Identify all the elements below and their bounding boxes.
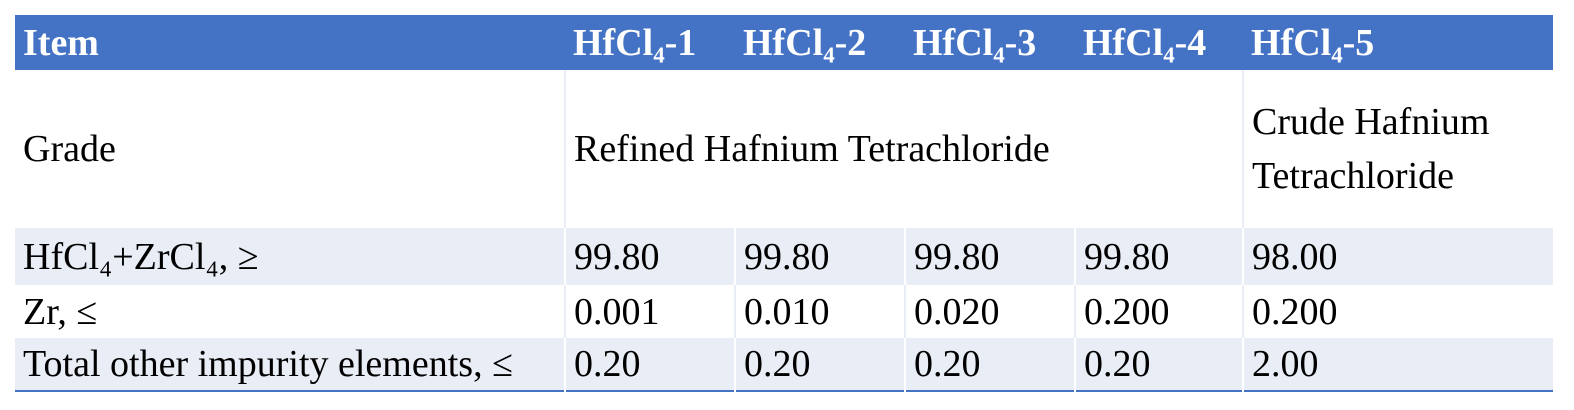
header-cell: HfCl₄-2	[735, 15, 905, 70]
cell: 99.80	[1074, 228, 1243, 285]
row-label: Grade	[15, 70, 565, 228]
table-row: Grade Refined Hafnium Tetrachloride Crud…	[15, 70, 1553, 228]
header-row: Item HfCl₄-1 HfCl₄-2 HfCl₄-3 HfCl₄-4 HfC…	[15, 15, 1553, 70]
cell: 0.20	[1074, 338, 1243, 391]
cell: 0.001	[564, 285, 735, 338]
row-label: Total other impurity elements, ≤	[15, 338, 565, 391]
cell: 99.80	[904, 228, 1075, 285]
cell: 99.80	[564, 228, 735, 285]
header-cell: Item	[15, 15, 565, 70]
cell: Refined Hafnium Tetrachloride	[564, 70, 1243, 228]
header-cell: HfCl₄-1	[565, 15, 735, 70]
spec-table: Item HfCl₄-1 HfCl₄-2 HfCl₄-3 HfCl₄-4 HfC…	[15, 15, 1553, 392]
table-row: Total other impurity elements, ≤ 0.20 0.…	[15, 338, 1553, 391]
header-cell: HfCl₄-5	[1243, 15, 1553, 70]
cell: 0.20	[904, 338, 1075, 391]
cell: 0.010	[734, 285, 905, 338]
cell: 99.80	[734, 228, 905, 285]
header-cell: HfCl₄-4	[1075, 15, 1243, 70]
cell: 0.20	[564, 338, 735, 391]
cell: Crude Hafnium Tetrachloride	[1242, 70, 1553, 228]
cell: 98.00	[1242, 228, 1553, 285]
cell: 0.200	[1242, 285, 1553, 338]
header-cell: HfCl₄-3	[905, 15, 1075, 70]
row-label: Zr, ≤	[15, 285, 565, 338]
table-row: Zr, ≤ 0.001 0.010 0.020 0.200 0.200	[15, 285, 1553, 338]
cell: 0.020	[904, 285, 1075, 338]
cell: 0.200	[1074, 285, 1243, 338]
cell: 2.00	[1242, 338, 1553, 391]
table-row: HfCl₄+ZrCl₄, ≥ 99.80 99.80 99.80 99.80 9…	[15, 228, 1553, 285]
row-label: HfCl₄+ZrCl₄, ≥	[15, 228, 565, 285]
cell: 0.20	[734, 338, 905, 391]
